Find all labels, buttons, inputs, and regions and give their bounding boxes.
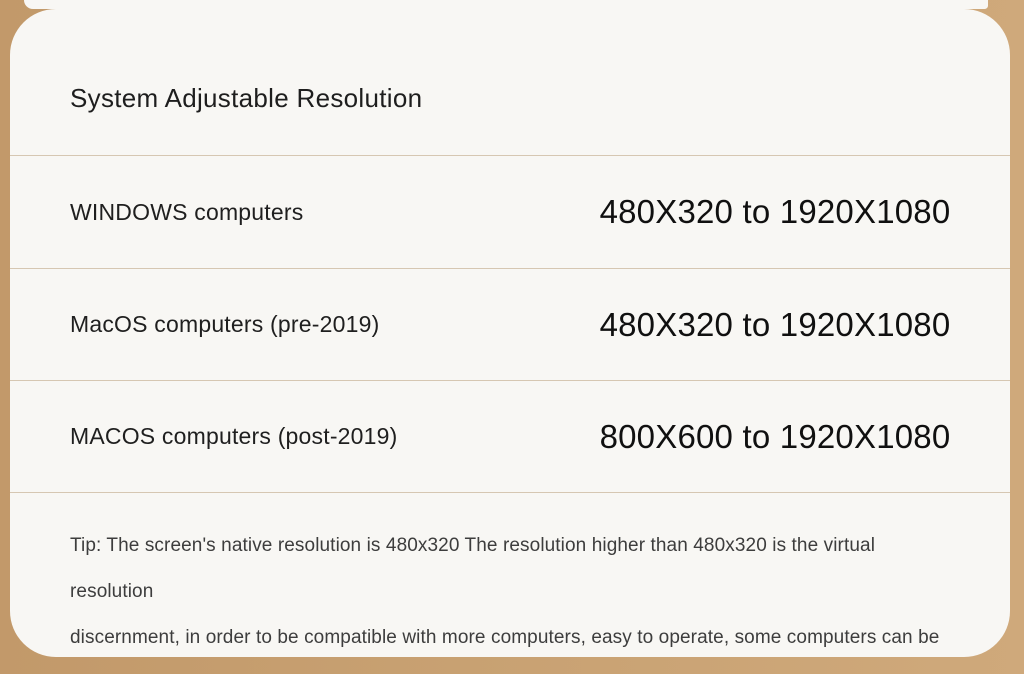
tip-text-line1: Tip: The screen's native resolution is 4…: [70, 535, 876, 602]
spec-row-value: 480X320 to 1920X1080: [599, 193, 951, 230]
previous-card-sliver: [24, 0, 988, 9]
spec-row-windows: WINDOWS computers 480X320 to 1920X1080: [10, 155, 1010, 268]
tip-text-line2: discernment, in order to be compatible w…: [70, 627, 940, 648]
spec-row-macos-post2019: MACOS computers (post-2019) 800X600 to 1…: [10, 380, 1010, 492]
spec-row-label: MacOS computers (pre-2019): [70, 311, 380, 337]
spec-row-label: WINDOWS computers: [70, 198, 304, 225]
tip-section: Tip: The screen's native resolution is 4…: [10, 492, 1010, 657]
spec-row-label: MACOS computers (post-2019): [70, 423, 398, 449]
spec-card: System Adjustable Resolution WINDOWS com…: [10, 9, 1010, 657]
title-band: System Adjustable Resolution: [10, 9, 1010, 155]
spec-row-value: 480X320 to 1920X1080: [599, 305, 951, 343]
page-title: System Adjustable Resolution: [70, 83, 423, 113]
spec-row-macos-pre2019: MacOS computers (pre-2019) 480X320 to 19…: [10, 268, 1010, 380]
spec-row-value: 800X600 to 1920X1080: [599, 417, 951, 455]
